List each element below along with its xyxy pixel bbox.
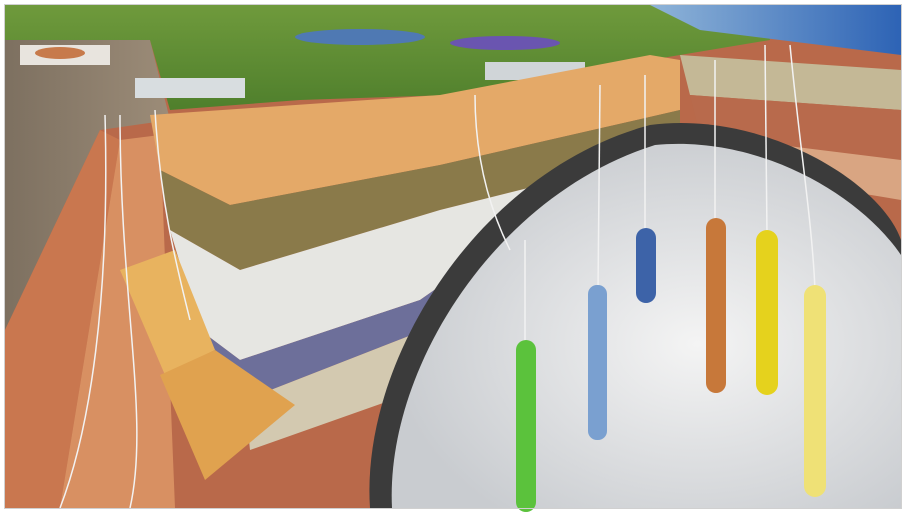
cavern-yellow <box>756 230 778 395</box>
well <box>119 114 138 509</box>
well <box>789 44 816 291</box>
cavern-light-yellow <box>804 285 826 497</box>
layer-right <box>690 95 901 160</box>
well <box>597 84 601 291</box>
left-strata-light <box>60 135 175 508</box>
layer-shale <box>160 110 680 270</box>
layer-sand <box>150 55 680 205</box>
pond <box>450 36 560 50</box>
pond <box>295 29 425 45</box>
scene <box>5 5 901 512</box>
rock-wall <box>5 40 170 330</box>
cavern-orange <box>706 218 726 393</box>
fault-block <box>120 250 215 375</box>
sea <box>650 5 901 55</box>
pit <box>35 47 85 59</box>
fault-block <box>160 350 295 480</box>
well <box>59 114 107 509</box>
well <box>474 94 511 251</box>
border <box>4 4 902 509</box>
cavern-green <box>516 340 536 512</box>
cavern-blue <box>588 285 607 440</box>
well-lines <box>59 44 816 509</box>
layer-right <box>680 55 901 110</box>
left-strata <box>5 130 120 508</box>
well <box>154 109 191 321</box>
cavern-dark-blue <box>636 228 656 303</box>
well <box>764 44 768 236</box>
facility <box>135 78 245 98</box>
